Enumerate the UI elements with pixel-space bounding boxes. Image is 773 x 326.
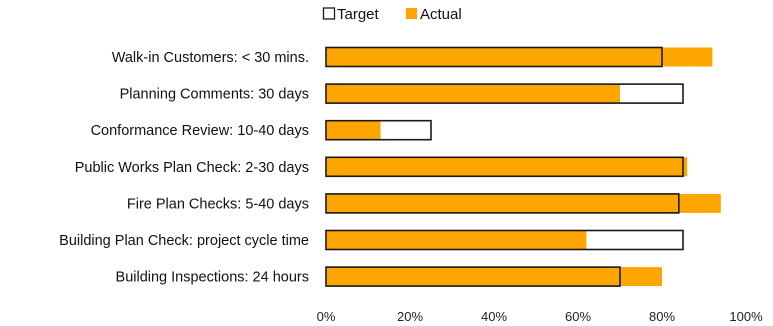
bars xyxy=(325,46,721,287)
legend: Target Actual xyxy=(322,6,462,23)
actual-bar xyxy=(326,267,662,287)
category-label: Building Inspections: 24 hours xyxy=(116,270,309,286)
legend-label-actual: Actual xyxy=(420,6,462,23)
target-bar xyxy=(325,193,680,214)
actual-bar xyxy=(326,230,587,250)
x-tick-label: 0% xyxy=(317,309,336,324)
target-bar xyxy=(325,266,621,287)
actual-bar xyxy=(326,47,713,67)
target-bar xyxy=(325,83,684,104)
category-label: Building Plan Check: project cycle time xyxy=(59,233,309,249)
category-labels: Walk-in Customers: < 30 mins. Planning Co… xyxy=(59,50,309,286)
category-label: Planning Comments: 30 days xyxy=(120,87,309,103)
legend-swatch-actual xyxy=(406,8,417,19)
target-bar xyxy=(325,46,663,68)
target-bar xyxy=(325,229,684,251)
category-label: Public Works Plan Check: 2-30 days xyxy=(75,160,309,176)
target-bar xyxy=(325,119,432,141)
actual-bar xyxy=(326,120,381,140)
x-tick-label: 40% xyxy=(481,309,507,324)
x-tick-label: 80% xyxy=(649,309,675,324)
x-tick-label: 20% xyxy=(397,309,423,324)
actual-bar xyxy=(326,193,721,213)
x-tick-label: 60% xyxy=(565,309,591,324)
legend-label-target: Target xyxy=(337,6,380,23)
category-label: Fire Plan Checks: 5-40 days xyxy=(127,196,309,212)
category-label: Conformance Review: 10-40 days xyxy=(91,123,309,139)
category-label: Walk-in Customers: < 30 mins. xyxy=(112,50,309,66)
x-axis: 0% 20% 40% 60% 80% 100% xyxy=(317,309,763,324)
actual-bar xyxy=(326,84,620,104)
x-tick-label: 100% xyxy=(729,309,763,324)
legend-swatch-target xyxy=(322,7,336,20)
actual-bar xyxy=(326,157,688,177)
target-bar xyxy=(325,156,684,178)
